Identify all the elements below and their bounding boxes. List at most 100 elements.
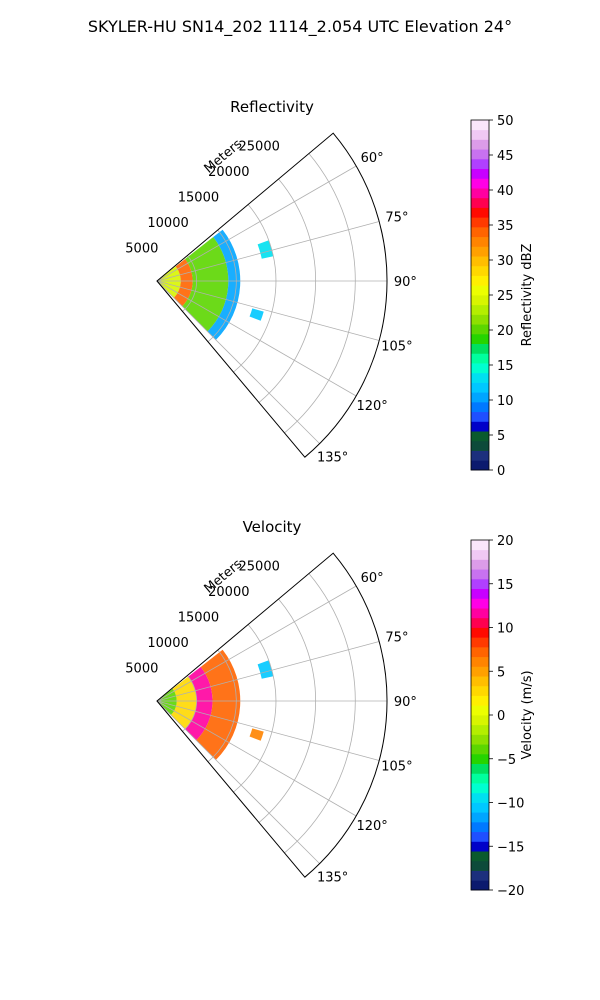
colorbar-swatch: [471, 275, 489, 286]
theta-gridline: [156, 700, 320, 864]
colorbar-swatch: [471, 598, 489, 609]
colorbar-swatch: [471, 802, 489, 813]
colorbar: 0 5 10 15 20 25 30 35 40 45 50 Reflectivity dBZ: [470, 114, 535, 479]
colorbar-swatch: [471, 831, 489, 842]
colorbar-swatch: [471, 450, 489, 461]
range-ring: [258, 598, 316, 823]
theta-gridline: [156, 700, 380, 761]
colorbar-tick-label: 25: [497, 289, 514, 304]
echo-band-inner: [171, 676, 197, 730]
colorbar-swatch: [471, 569, 489, 580]
colorbar-tick-label: 15: [497, 359, 514, 374]
range-ring: [182, 255, 198, 312]
colorbar-swatch: [471, 363, 489, 374]
echo-band-near: [157, 688, 177, 716]
range-ring: [284, 573, 356, 854]
colorbar-swatch: [471, 120, 489, 131]
colorbar-swatch: [471, 578, 489, 590]
sector-outline: [156, 552, 388, 878]
colorbar-swatch: [471, 236, 489, 247]
colorbar-swatch: [471, 460, 489, 471]
colorbar-swatch: [471, 773, 489, 784]
colorbar-swatch: [471, 676, 489, 687]
colorbar-swatch: [471, 372, 489, 383]
colorbar-swatch: [471, 188, 489, 199]
colorbar-label: Reflectivity dBZ: [520, 244, 535, 347]
colorbar-swatch: [471, 411, 489, 422]
colorbar-swatch: [471, 656, 489, 667]
colorbar-swatch: [471, 783, 489, 794]
colorbar-tick-label: 30: [497, 254, 514, 269]
colorbar-swatch: [471, 207, 489, 218]
colorbar-tick-label: 0: [497, 709, 505, 724]
colorbar-tick-label: −10: [497, 797, 524, 812]
colorbar-swatch: [471, 685, 489, 696]
echo-band-edge: [207, 229, 241, 340]
radial-tick-label: 5000: [125, 242, 158, 257]
echo-band-cell-110deg: [249, 728, 264, 741]
sector-outline: [156, 132, 388, 458]
echo-band-core: [185, 666, 213, 741]
theta-tick-label: 135°: [317, 451, 348, 466]
colorbar-swatch: [471, 431, 489, 442]
colorbar-swatch: [471, 880, 489, 891]
echo-band-near: [157, 266, 181, 298]
colorbar-swatch: [471, 314, 489, 325]
colorbar-swatch: [471, 763, 489, 774]
range-ring: [233, 204, 277, 373]
range-ring: [182, 675, 198, 732]
colorbar-swatch: [471, 860, 489, 871]
colorbar-tick-label: −5: [497, 753, 516, 768]
colorbar-swatch: [471, 744, 489, 755]
colorbar-swatch: [471, 353, 489, 364]
theta-tick-label: 60°: [361, 571, 384, 586]
colorbar-swatch: [471, 559, 489, 570]
colorbar-swatch: [471, 139, 489, 150]
colorbar-swatch: [471, 392, 489, 403]
colorbar-swatch: [471, 617, 489, 628]
colorbar-swatch: [471, 324, 489, 335]
echo-band-cell-75deg: [257, 660, 274, 679]
colorbar-swatch: [471, 217, 489, 228]
radial-tick-label: 15000: [178, 191, 219, 206]
theta-tick-label: 90°: [394, 695, 417, 710]
range-ring: [207, 649, 237, 763]
radial-tick-label: 20000: [208, 165, 249, 180]
theta-gridline: [156, 280, 320, 444]
colorbar-swatch: [471, 149, 489, 160]
theta-tick-label: 90°: [394, 275, 417, 290]
colorbar-tick-label: 10: [497, 622, 514, 637]
colorbar-tick-label: 0: [497, 464, 505, 479]
theta-tick-label: 75°: [385, 211, 408, 226]
colorbar-swatch: [471, 646, 489, 658]
colorbar-swatch: [471, 343, 489, 354]
colorbar-swatch: [471, 540, 489, 551]
colorbar-tick-label: 45: [497, 149, 514, 164]
theta-gridline: [156, 641, 380, 702]
colorbar-swatch: [471, 715, 489, 726]
echo-band-ring: [173, 259, 193, 307]
colorbar-swatch: [471, 168, 489, 179]
colorbar-swatch: [471, 627, 489, 638]
colorbar-swatch: [471, 295, 489, 306]
colorbar-swatch: [471, 421, 489, 432]
colorbar-tick-label: 40: [497, 184, 514, 199]
colorbar-swatch: [471, 333, 489, 345]
colorbar-tick-label: 15: [497, 578, 514, 593]
colorbar-tick-label: 10: [497, 394, 514, 409]
echo-band-outer: [196, 649, 241, 760]
colorbar-swatch: [471, 870, 489, 881]
colorbar-swatch: [471, 285, 489, 296]
theta-tick-label: 135°: [317, 871, 348, 886]
theta-tick-label: 120°: [356, 819, 387, 834]
colorbar-swatch: [471, 246, 489, 257]
range-ring: [284, 153, 356, 434]
theta-gridline: [156, 221, 380, 282]
colorbar-swatch: [471, 851, 489, 862]
theta-gridline: [156, 700, 357, 817]
echo-layer: [157, 229, 274, 340]
colorbar-swatch: [471, 158, 489, 170]
colorbar-tick-label: 50: [497, 114, 514, 129]
radial-tick-label: 5000: [125, 662, 158, 677]
theta-gridline: [156, 585, 357, 702]
